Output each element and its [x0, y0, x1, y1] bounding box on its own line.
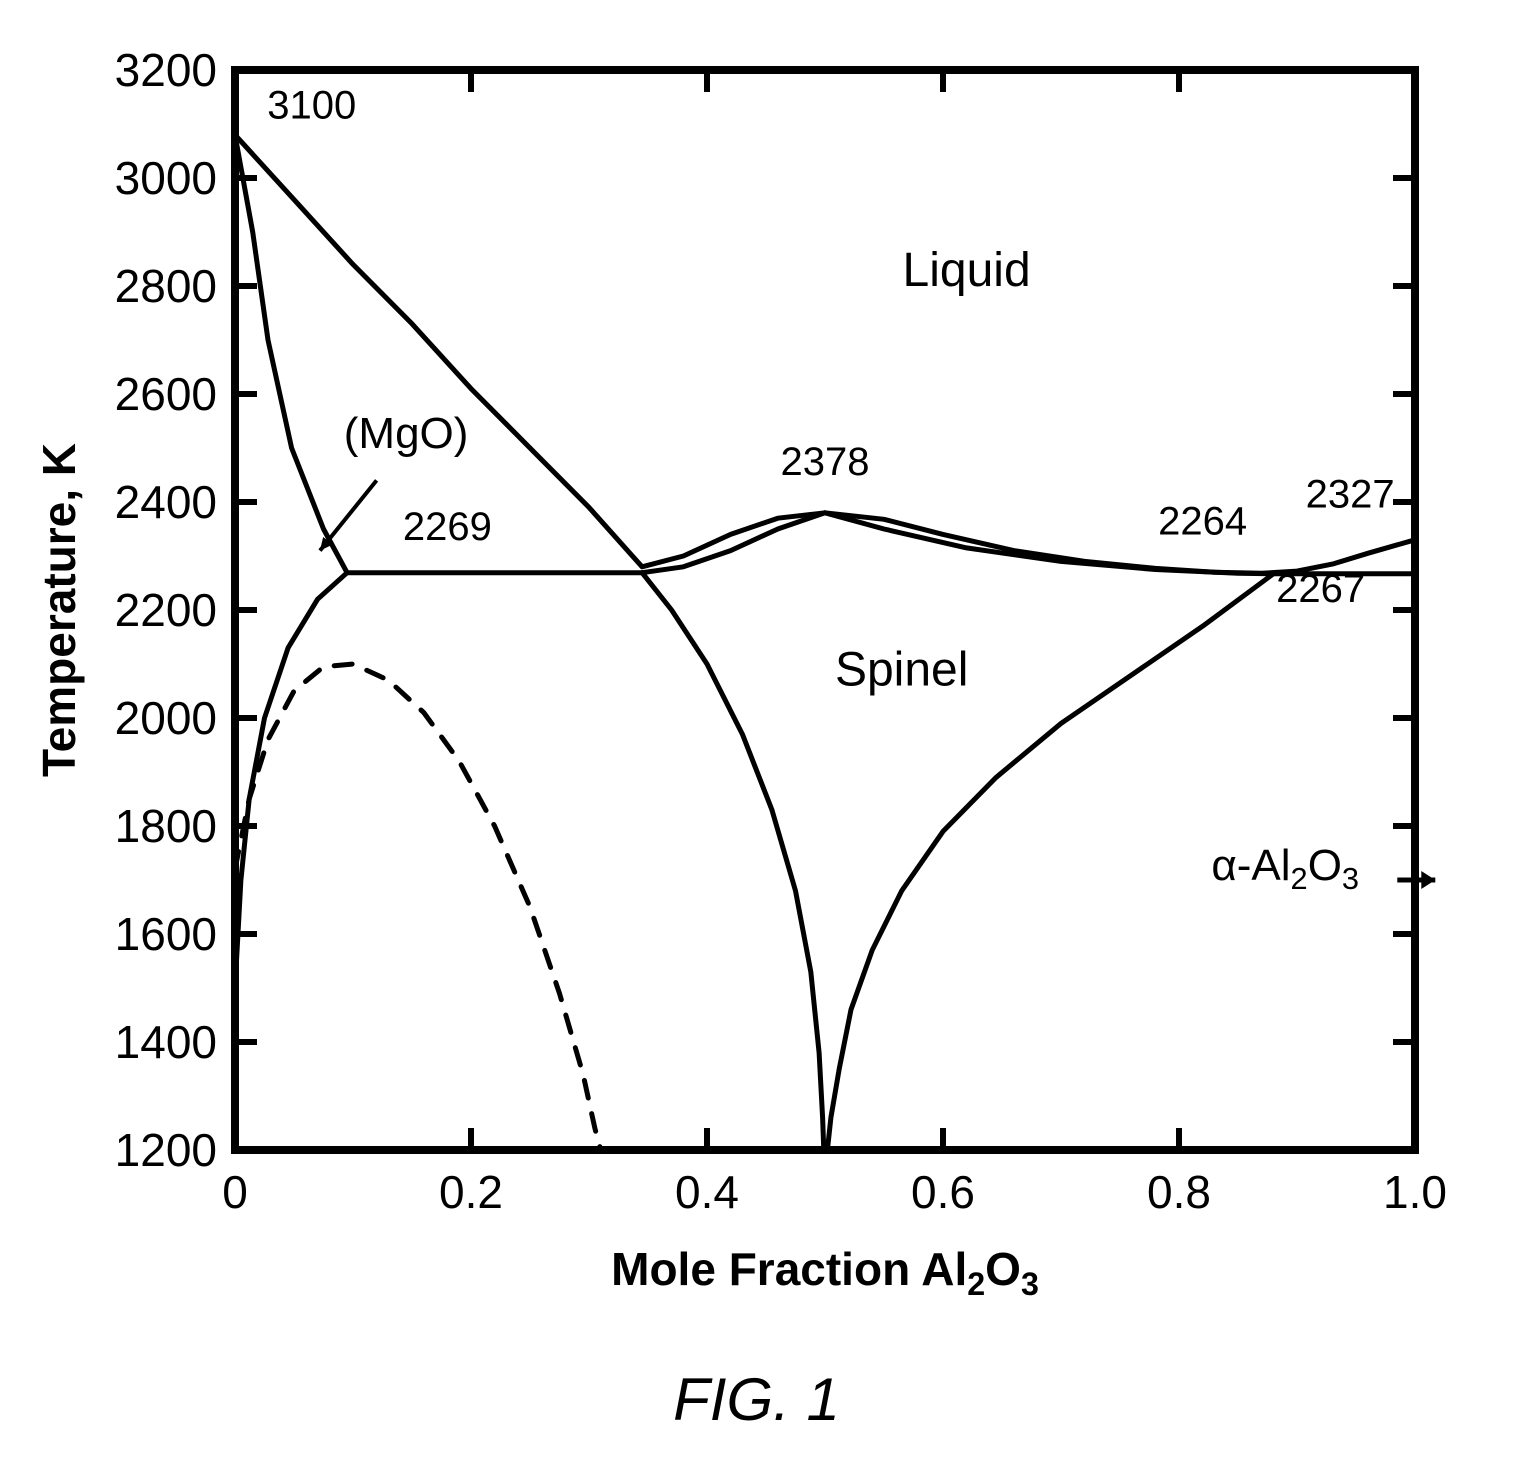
point-label: 2269	[403, 505, 492, 549]
ytick-label: 2200	[115, 584, 217, 636]
xtick-label: 0.4	[675, 1166, 739, 1218]
region-label: (MgO)	[344, 409, 469, 458]
y-axis-label: Temperature, K	[33, 443, 85, 777]
ytick-label: 1600	[115, 908, 217, 960]
xtick-label: 0.2	[439, 1166, 503, 1218]
point-label: 3100	[267, 84, 356, 128]
xtick-label: 0.8	[1147, 1166, 1211, 1218]
ytick-label: 2800	[115, 260, 217, 312]
ytick-label: 3000	[115, 152, 217, 204]
region-label: Spinel	[835, 644, 968, 697]
ytick-label: 1200	[115, 1124, 217, 1176]
xtick-label: 1.0	[1383, 1166, 1447, 1218]
ytick-label: 1800	[115, 800, 217, 852]
point-label: 2267	[1276, 567, 1365, 611]
point-label: 2378	[781, 440, 870, 484]
ytick-label: 1400	[115, 1016, 217, 1068]
region-label: Liquid	[903, 244, 1031, 297]
figure-caption: FIG. 1	[673, 1366, 840, 1433]
ytick-label: 2000	[115, 692, 217, 744]
phase-diagram: 0 0.2 0.4 0.6 0.8 1.0 1200 1400 1600 1800 2000 2200…	[0, 0, 1513, 1474]
ytick-label: 2400	[115, 476, 217, 528]
xtick-label: 0.6	[911, 1166, 975, 1218]
ytick-label: 3200	[115, 44, 217, 96]
ytick-label: 2600	[115, 368, 217, 420]
xtick-label: 0	[222, 1166, 248, 1218]
point-label: 2327	[1306, 472, 1395, 516]
point-label: 2264	[1158, 499, 1247, 543]
alpha-alumina-label: α-Al2O3	[1211, 841, 1359, 896]
